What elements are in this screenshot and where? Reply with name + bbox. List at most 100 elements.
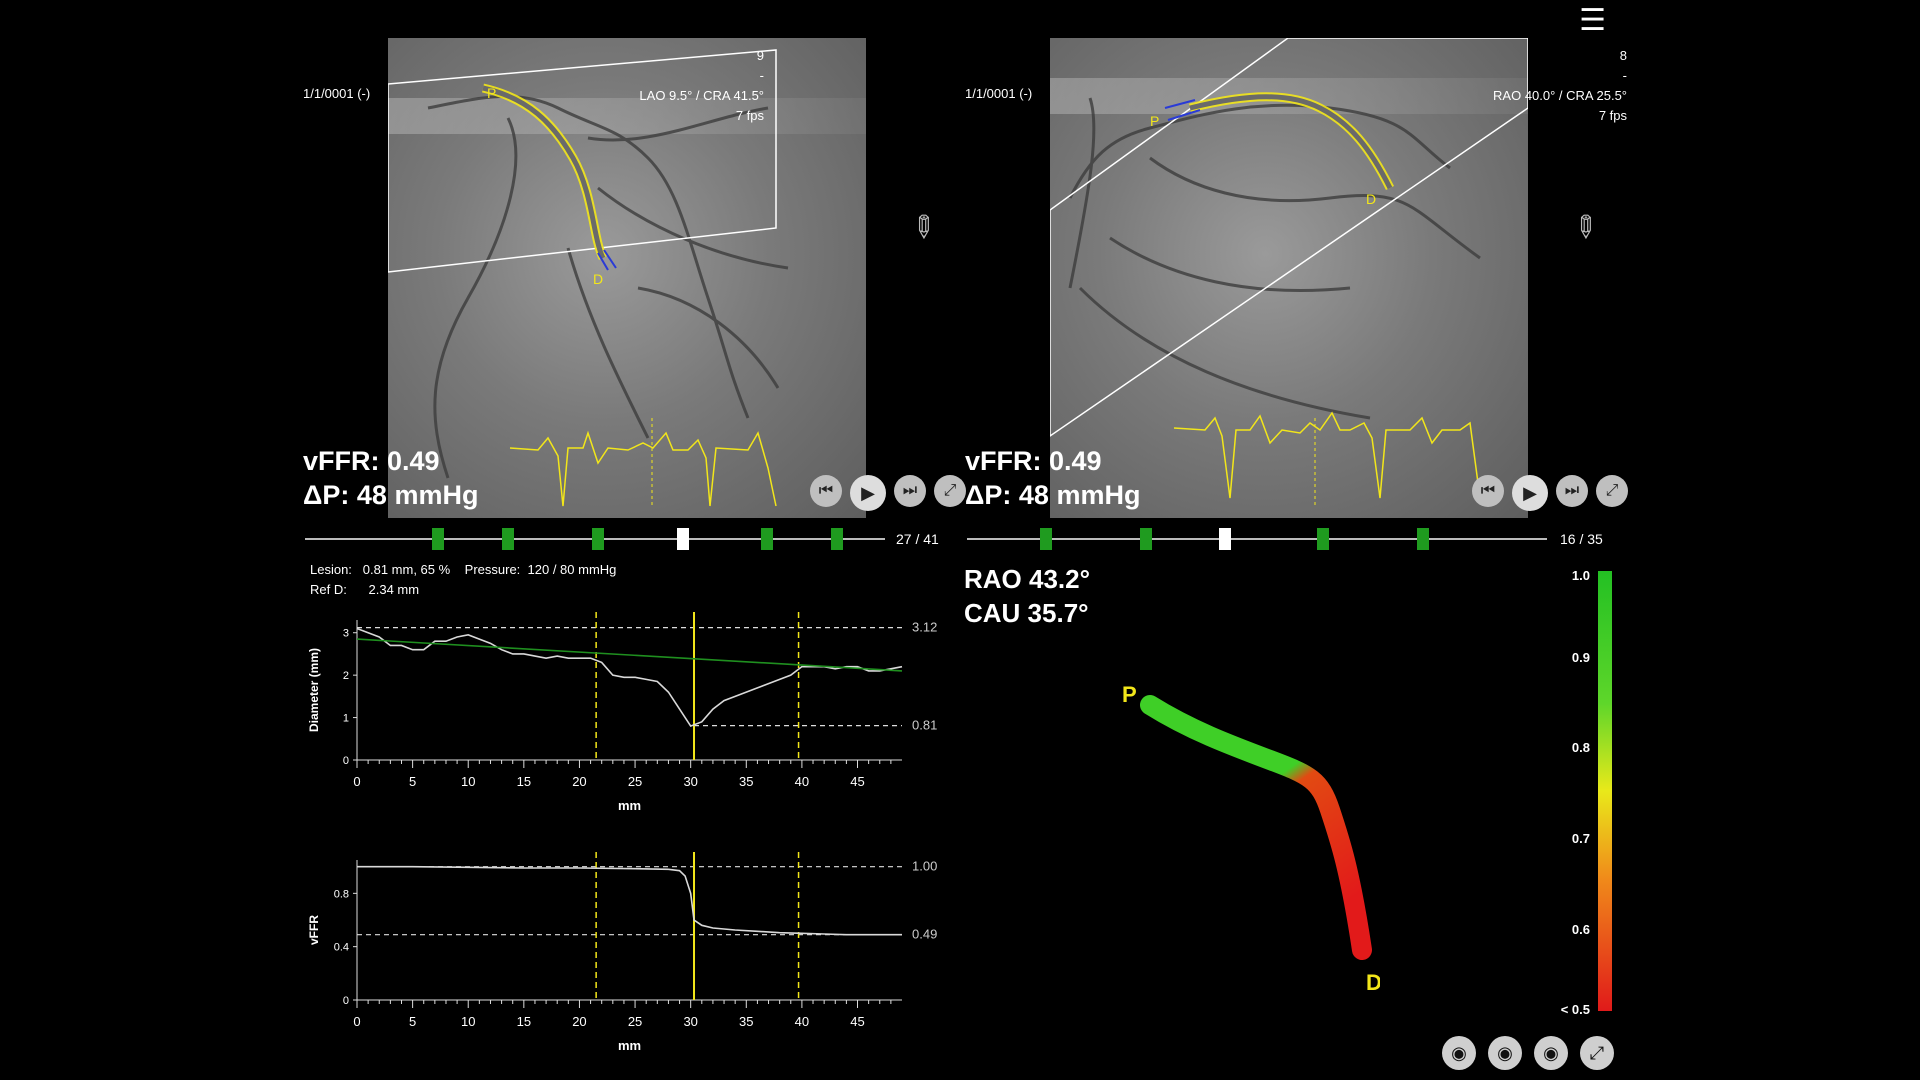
left-angiogram-view[interactable]: P D [388, 38, 866, 518]
expand-icon[interactable]: ⤢ [1596, 475, 1628, 507]
x-tick-label: 30 [683, 774, 697, 789]
timeline-marker[interactable] [502, 528, 514, 550]
series-line [357, 865, 902, 936]
x-tick-label: 30 [683, 1014, 697, 1029]
x-tick-label: 5 [409, 1014, 416, 1029]
x-tick-label: 10 [461, 1014, 475, 1029]
right-angiogram-view[interactable]: P D [1050, 38, 1528, 518]
timeline-marker[interactable] [831, 528, 843, 550]
x-tick-label: 45 [850, 1014, 864, 1029]
left-playback-controls: ⏮ ▶ ⏭ ⤢ [810, 475, 966, 511]
vessel-lumen [482, 85, 606, 260]
lesion-info: Lesion: 0.81 mm, 65 % Pressure: 120 / 80… [310, 560, 616, 600]
x-tick-label: 35 [739, 1014, 753, 1029]
timeline-marker[interactable] [1417, 528, 1429, 550]
vessel-centerline [482, 83, 608, 261]
right-fps: 7 fps [1598, 108, 1627, 123]
left-meta: 9 - LAO 9.5° / CRA 41.5° 7 fps [639, 46, 764, 126]
eye-icon[interactable]: ◉ [1442, 1036, 1476, 1070]
reference-label: 0.81 [912, 718, 937, 733]
vessel-3d-tube [1140, 695, 1372, 960]
vffr-application: ☰ P D 1/1/0001 (-) 9 - LAO 9.5° / CR [300, 0, 1628, 1080]
model-distal-marker: D [1366, 970, 1380, 995]
colorbar-label: 0.8 [1571, 740, 1590, 755]
roi-box[interactable] [1050, 38, 1528, 437]
colorbar-label: < 0.5 [1560, 1002, 1590, 1017]
x-tick-label: 45 [850, 774, 864, 789]
roi-box[interactable] [388, 49, 777, 273]
menu-icon[interactable]: ☰ [1579, 4, 1606, 37]
x-tick-label: 0 [353, 774, 360, 789]
distal-marker: D [1366, 191, 1376, 207]
lesion-value: 0.81 mm, 65 % [362, 562, 451, 577]
eye-icon[interactable]: ◉ [1488, 1036, 1522, 1070]
right-playback-controls: ⏮ ▶ ⏭ ⤢ [1472, 475, 1628, 511]
right-meta: 8 - RAO 40.0° / CRA 25.5° 7 fps [1493, 46, 1627, 126]
diameter-chart[interactable]: 0 5 10 15 20 25 30 35 40 45 0 1 2 3 mm Diameter (mm) 3.1… [300, 600, 950, 830]
play-icon[interactable]: ▶ [850, 475, 886, 511]
x-tick-label: 40 [795, 1014, 809, 1029]
refd-label: Ref D: [310, 582, 347, 597]
model-proximal-marker: P [1122, 682, 1137, 707]
y-tick-label: 2 [343, 670, 349, 682]
left-angle: LAO 9.5° / CRA 41.5° [639, 88, 764, 103]
timeline-current-frame[interactable] [677, 528, 689, 550]
x-tick-label: 15 [517, 1014, 531, 1029]
pressure-label: Pressure: [464, 562, 521, 577]
ecg-trace [509, 430, 777, 507]
edit-pencil-icon[interactable]: ✎ [1564, 206, 1606, 249]
timeline-marker[interactable] [1040, 528, 1052, 550]
proximal-boundary [1164, 99, 1201, 121]
x-tick-label: 40 [795, 774, 809, 789]
left-frame-counter: 27 / 41 [896, 531, 939, 547]
vffr-color-scale [1598, 571, 1612, 1011]
reference-label: 1.00 [912, 859, 937, 874]
x-tick-label: 35 [739, 774, 753, 789]
right-angle: RAO 40.0° / CRA 25.5° [1493, 88, 1627, 103]
y-tick-label: 3 [343, 628, 349, 640]
model-angle-1: RAO 43.2° [964, 564, 1091, 594]
timeline-marker[interactable] [432, 528, 444, 550]
timeline-marker[interactable] [592, 528, 604, 550]
left-frame-number: 9 [756, 48, 764, 63]
left-timeline[interactable] [305, 528, 885, 550]
reference-label: 0.49 [912, 927, 937, 942]
y-axis-label: Diameter (mm) [307, 648, 321, 732]
previous-frame-icon[interactable]: ⏮ [810, 475, 842, 507]
x-tick-label: 25 [628, 774, 642, 789]
refd-line: Ref D: 2.34 mm [310, 580, 616, 600]
vessel-tree [427, 94, 789, 479]
previous-frame-icon[interactable]: ⏮ [1472, 475, 1504, 507]
colorbar-label: 0.6 [1571, 922, 1590, 937]
colorbar-label: 0.9 [1571, 650, 1590, 665]
right-angiogram-overlay: P D [1050, 38, 1528, 508]
edit-pencil-icon[interactable]: ✎ [902, 206, 944, 249]
x-tick-label: 10 [461, 774, 475, 789]
vessel-3d-model[interactable]: P D [1080, 660, 1380, 1000]
timeline-marker[interactable] [1317, 528, 1329, 550]
vffr-chart[interactable]: 0 5 10 15 20 25 30 35 40 45 0 0.4 0.8 mm vFFR 1.00 0.49 [300, 840, 950, 1070]
colorbar-label: 1.0 [1571, 568, 1590, 583]
y-tick-label: 0 [343, 755, 349, 767]
x-tick-label: 20 [572, 1014, 586, 1029]
x-axis-label: mm [618, 1038, 641, 1053]
expand-icon[interactable]: ⤢ [934, 475, 966, 507]
left-dash: - [759, 68, 764, 83]
next-frame-icon[interactable]: ⏭ [894, 475, 926, 507]
right-vffr-value: vFFR: 0.49 [965, 446, 1102, 476]
right-pressure-drop: ΔP: 48 mmHg [965, 480, 1141, 510]
timeline-marker[interactable] [1140, 528, 1152, 550]
angiogram-texture [388, 98, 866, 134]
next-frame-icon[interactable]: ⏭ [1556, 475, 1588, 507]
left-angiogram-overlay: P D [388, 49, 789, 508]
refd-value: 2.34 mm [368, 582, 420, 597]
timeline-marker[interactable] [761, 528, 773, 550]
expand-icon[interactable]: ⤢ [1580, 1036, 1614, 1070]
right-date: 1/1/0001 (-) [965, 86, 1033, 101]
play-icon[interactable]: ▶ [1512, 475, 1548, 511]
right-timeline[interactable] [967, 528, 1547, 550]
timeline-current-frame[interactable] [1219, 528, 1231, 550]
pressure-value: 120 / 80 mmHg [527, 562, 617, 577]
reference-diameter-line [356, 638, 903, 672]
eye-icon[interactable]: ◉ [1534, 1036, 1568, 1070]
